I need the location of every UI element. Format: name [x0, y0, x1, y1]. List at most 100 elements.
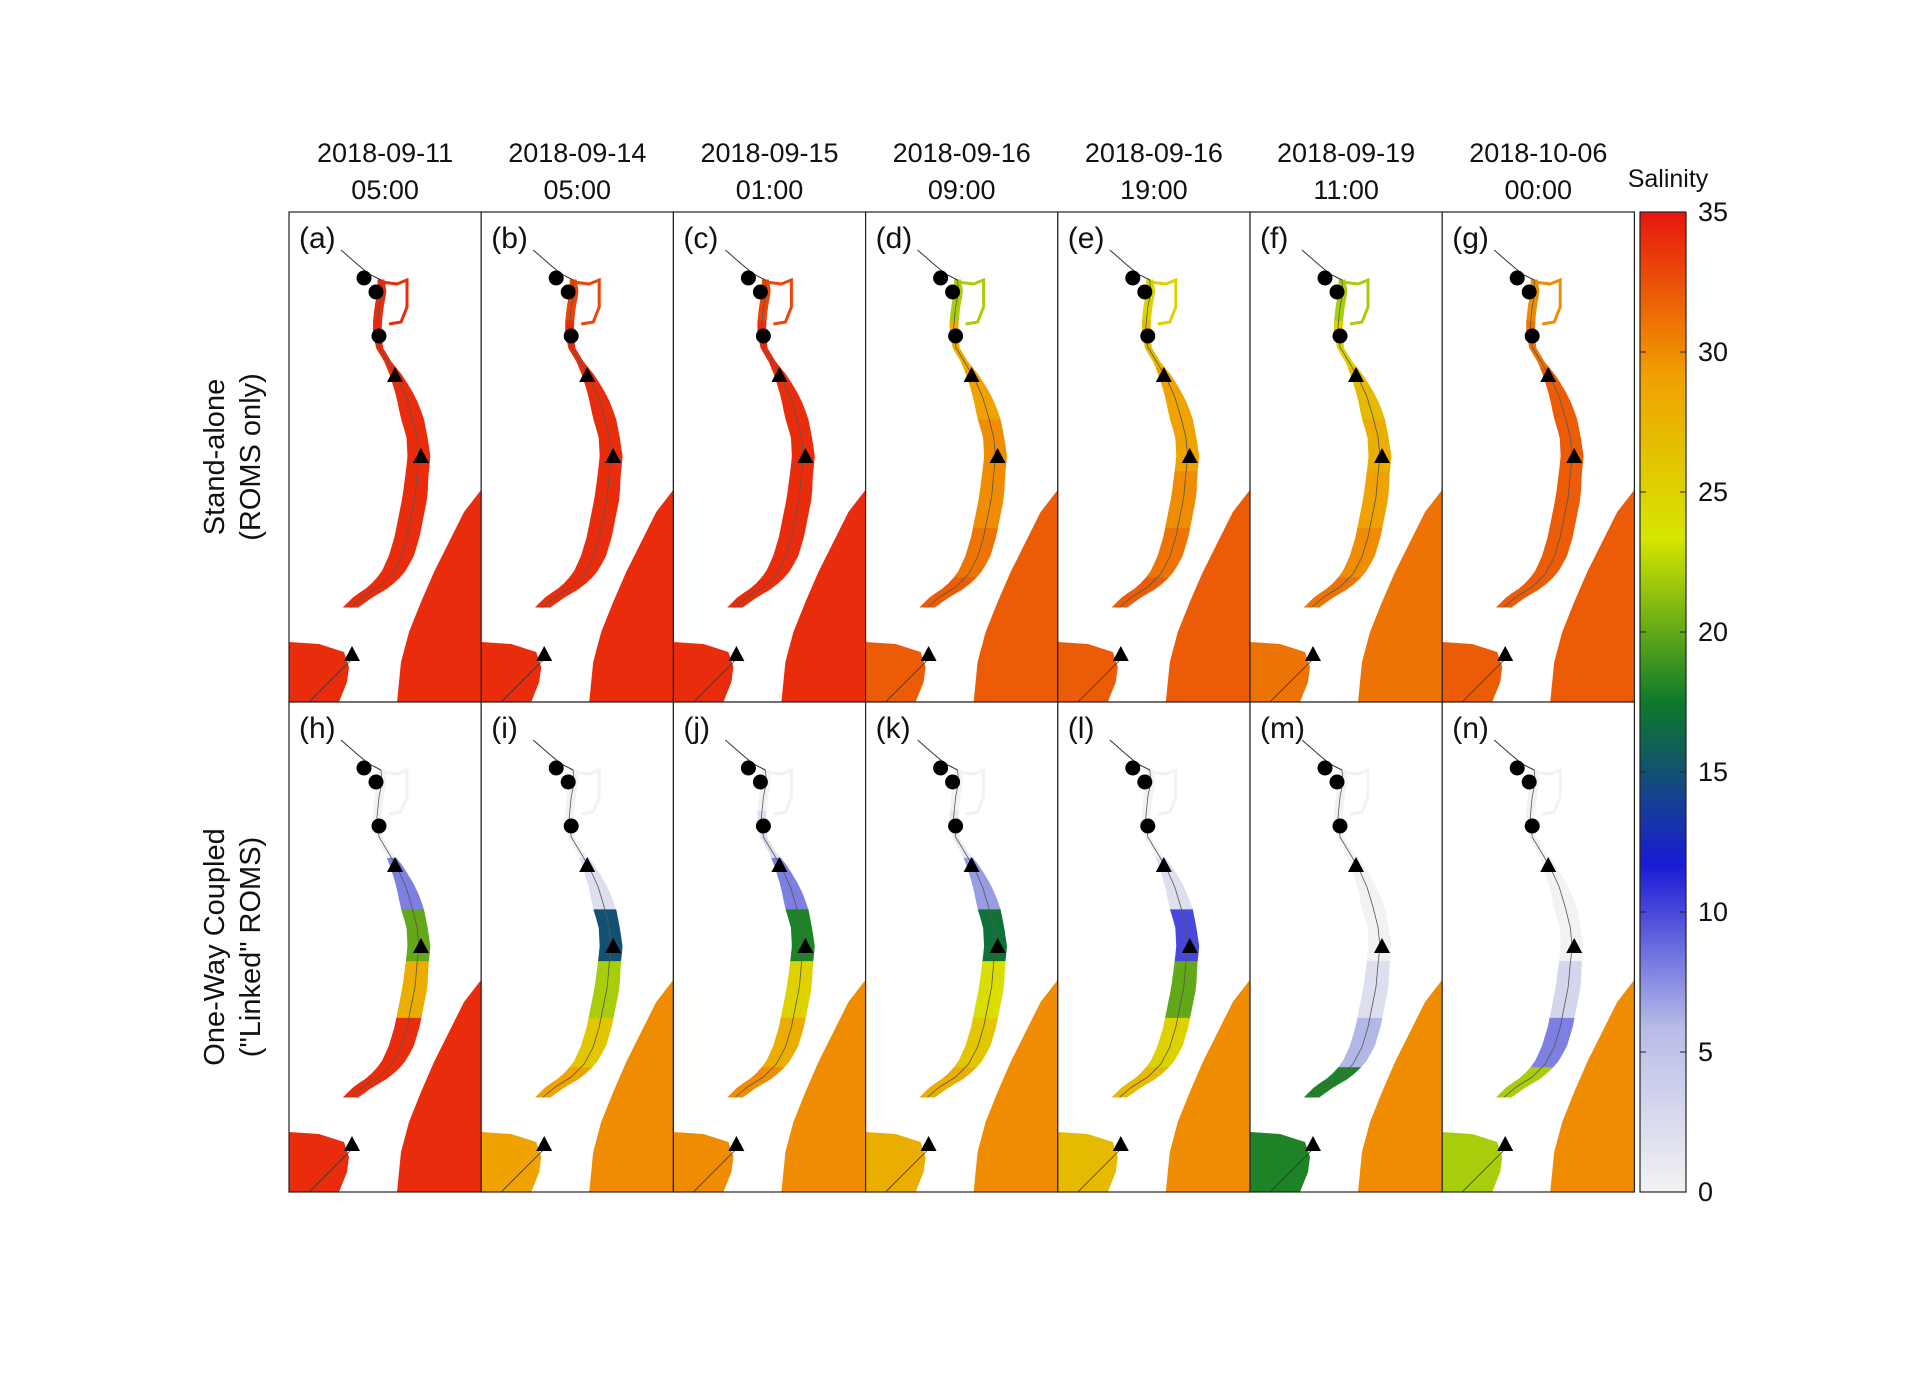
station-circle	[948, 328, 964, 344]
station-circle	[1509, 760, 1525, 776]
station-triangle	[387, 367, 403, 382]
station-circle	[368, 284, 384, 300]
station-circle	[1332, 328, 1348, 344]
upstream-channel	[917, 739, 958, 771]
map-panel: (h)	[288, 701, 482, 1193]
station-triangle	[728, 1136, 745, 1151]
tributary	[1534, 767, 1562, 816]
inlet-line	[1077, 659, 1121, 702]
station-triangle	[1540, 367, 1557, 382]
station-triangle	[1348, 367, 1364, 382]
column-time: 09:00	[928, 175, 996, 205]
ocean-shelf	[397, 490, 481, 702]
ocean-shelf	[973, 490, 1058, 702]
panel-letter: (k)	[876, 712, 911, 745]
inlet-line	[1269, 1149, 1313, 1192]
colorbar-title: Salinity	[1628, 165, 1709, 193]
ocean-shelf	[1550, 980, 1635, 1192]
station-triangle	[1540, 857, 1557, 872]
station-triangle	[605, 448, 622, 463]
station-triangle	[536, 646, 553, 661]
estuary-segment	[1111, 577, 1170, 608]
station-triangle	[344, 1136, 360, 1151]
panel-letter: (e)	[1068, 222, 1105, 255]
estuary-mouth	[1250, 1132, 1310, 1192]
column-time: 05:00	[351, 175, 419, 205]
colorbar-ticks: 0 5 10 15 20 25 30 35	[1640, 197, 1728, 1207]
tributary	[765, 277, 793, 326]
estuary-mouth	[1057, 642, 1118, 702]
estuary-segment	[919, 577, 977, 608]
station-triangle	[1155, 857, 1172, 872]
estuary-mouth	[673, 1132, 734, 1192]
estuary-segment	[1495, 1067, 1554, 1098]
estuary-mouth	[1250, 642, 1310, 702]
station-circle	[945, 774, 961, 790]
salinity-colorbar: Salinity 0 5 10 15 20 25 30 35	[1628, 165, 1728, 1207]
estuary-segment	[1495, 577, 1554, 608]
station-circle	[740, 270, 756, 286]
panel-letter: (b)	[491, 222, 528, 255]
station-circle	[755, 328, 771, 344]
map-panel: (f)	[1249, 211, 1443, 703]
ocean-shelf	[973, 980, 1058, 1192]
map-panel: (g)	[1441, 211, 1635, 703]
station-circle	[1317, 270, 1333, 286]
station-circle	[948, 818, 964, 834]
inlet-line	[693, 659, 736, 702]
estuary-mouth	[289, 642, 349, 702]
station-triangle	[1305, 1136, 1321, 1151]
station-circle	[1140, 818, 1156, 834]
map-panel: (b)	[480, 211, 675, 703]
upstream-channel	[1493, 249, 1535, 281]
station-triangle	[963, 367, 980, 382]
row-label-line2: ("Linked" ROMS)	[235, 837, 267, 1057]
station-triangle	[1566, 938, 1583, 953]
map-panel: (j)	[672, 701, 867, 1193]
estuary-mouth	[673, 642, 734, 702]
station-triangle	[1497, 646, 1514, 661]
tributary	[1341, 767, 1370, 816]
inlet-line	[1269, 659, 1313, 702]
station-triangle	[413, 938, 429, 953]
station-circle	[1521, 284, 1537, 300]
colorbar-tick-label: 15	[1698, 757, 1728, 787]
station-triangle	[579, 367, 596, 382]
panel-letter: (c)	[683, 222, 718, 255]
panel-letter: (g)	[1452, 222, 1489, 255]
upstream-channel	[532, 739, 574, 771]
panel-letter: (j)	[683, 712, 710, 745]
station-triangle	[1181, 448, 1198, 463]
tributary	[573, 767, 601, 816]
tributary	[765, 767, 793, 816]
station-triangle	[1348, 857, 1364, 872]
station-triangle	[536, 1136, 553, 1151]
map-panels: (a) (b) (c) (d) (e) (f) (g) (h) (i) (j) (k) (l) (m) (…	[288, 211, 1635, 1193]
estuary-mouth	[1442, 1132, 1503, 1192]
row-label-line1: One-Way Coupled	[199, 828, 231, 1065]
upstream-channel	[1109, 739, 1151, 771]
station-circle	[1524, 818, 1540, 834]
inlet-line	[1077, 1149, 1121, 1192]
inlet-line	[1461, 1149, 1505, 1192]
station-circle	[356, 760, 372, 776]
station-triangle	[413, 448, 429, 463]
tributary	[957, 277, 986, 326]
ocean-shelf	[1165, 490, 1250, 702]
tributary	[1341, 277, 1370, 326]
estuary-segment	[342, 577, 401, 608]
station-triangle	[920, 1136, 937, 1151]
estuary-segment	[727, 1067, 785, 1098]
colorbar-tick-label: 20	[1698, 617, 1728, 647]
station-triangle	[1374, 448, 1390, 463]
station-circle	[1509, 270, 1525, 286]
panel-letter: (f)	[1260, 222, 1288, 255]
row-labels: Stand-alone (ROMS only) One-Way Coupled ("L…	[199, 373, 267, 1066]
estuary-mouth	[865, 1132, 926, 1192]
column-date: 2018-09-14	[508, 138, 646, 168]
station-circle	[548, 270, 564, 286]
inlet-line	[693, 1149, 736, 1192]
column-date: 2018-10-06	[1469, 138, 1607, 168]
station-triangle	[920, 646, 937, 661]
ocean-shelf	[589, 980, 674, 1192]
